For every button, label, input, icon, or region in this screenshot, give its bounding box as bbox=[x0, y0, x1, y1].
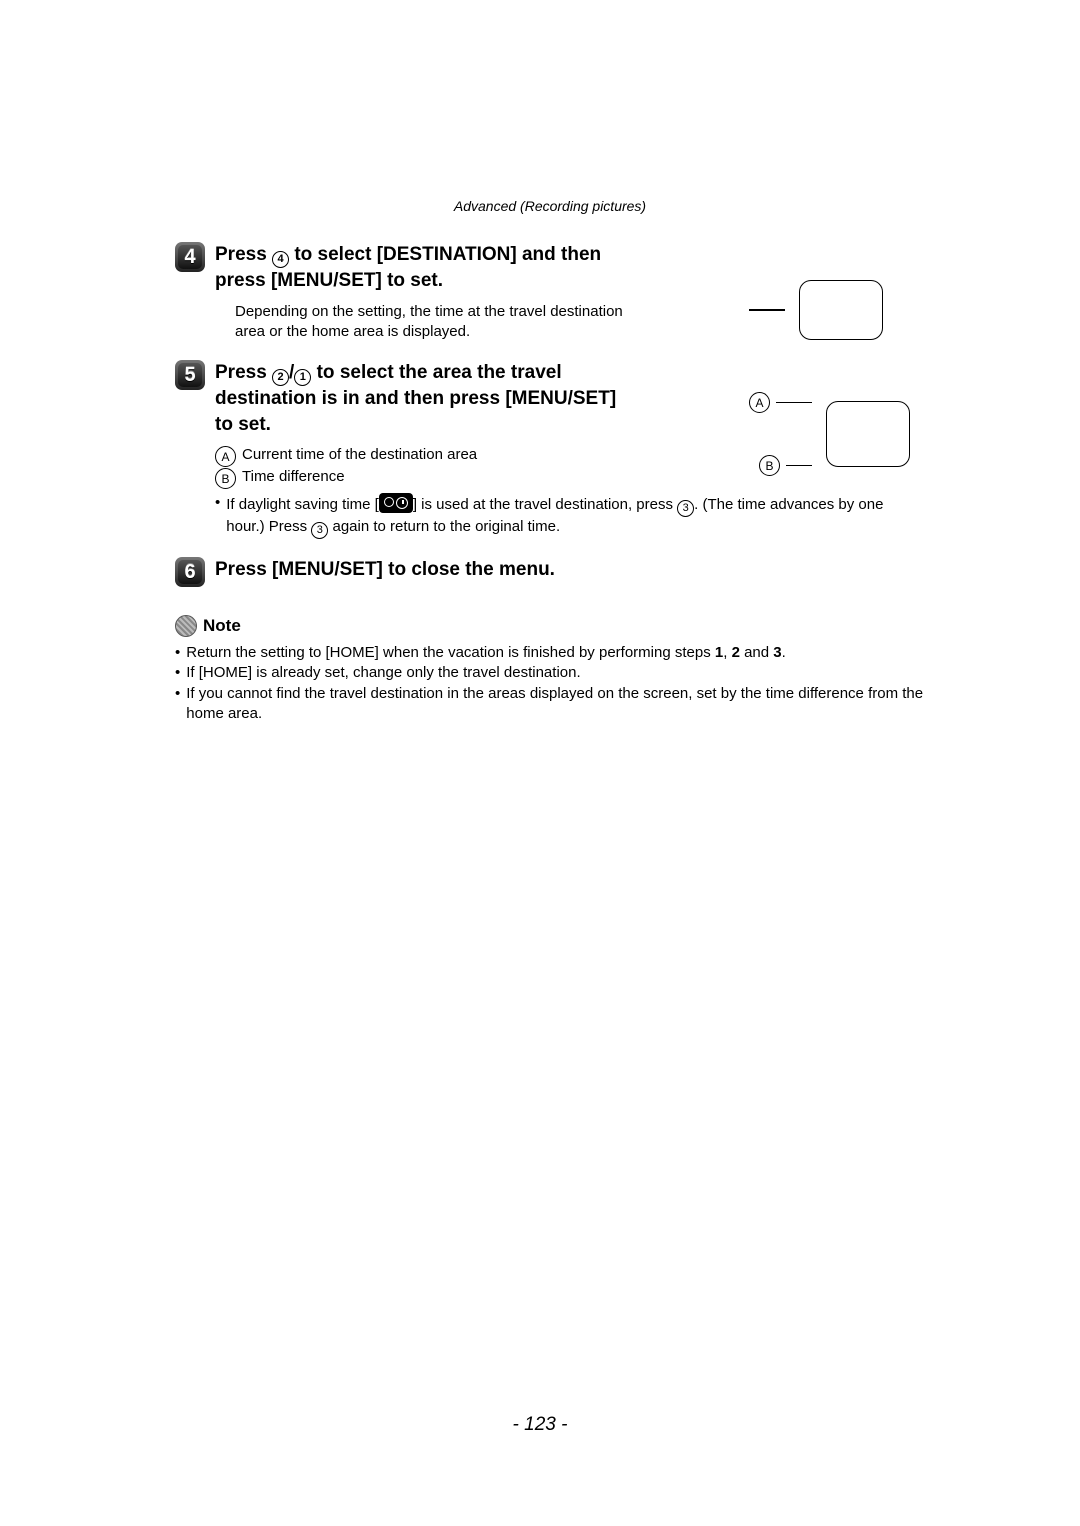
screen-icon bbox=[826, 401, 910, 467]
notes-block: • Return the setting to [HOME] when the … bbox=[175, 643, 925, 724]
figure-row-2: A B bbox=[749, 392, 910, 476]
note-label: Note bbox=[203, 616, 241, 636]
down-arrow-icon: 4 bbox=[272, 251, 289, 268]
fig-label-b: B bbox=[759, 455, 780, 476]
figure-row-1 bbox=[749, 280, 910, 340]
figure-callouts: A B bbox=[749, 280, 910, 476]
step-6-badge: 6 bbox=[175, 557, 205, 587]
bullet-dot-icon: • bbox=[175, 643, 180, 663]
step-6-title: Press [MENU/SET] to close the menu. bbox=[215, 557, 925, 583]
daylight-saving-icon bbox=[379, 493, 413, 513]
step-5-number: 5 bbox=[178, 363, 202, 387]
note-header: Note bbox=[175, 615, 925, 637]
step-6: 6 Press [MENU/SET] to close the menu. bbox=[175, 557, 925, 587]
step-4-body: Depending on the setting, the time at th… bbox=[235, 302, 635, 343]
fig-label-a: A bbox=[749, 392, 770, 413]
bullet-dot-icon: • bbox=[175, 663, 180, 683]
note-1: • Return the setting to [HOME] when the … bbox=[175, 643, 925, 663]
page-number: - 123 - bbox=[0, 1414, 1080, 1436]
bullet-dot-icon: • bbox=[215, 493, 220, 539]
step-6-number: 6 bbox=[178, 560, 202, 584]
step-5-title: Press 2/1 to select the area the travel … bbox=[215, 360, 625, 437]
step5-bullet: • If daylight saving time [ ] is used at … bbox=[215, 493, 925, 539]
step4-title-pre: Press bbox=[215, 244, 272, 265]
note-2-text: If [HOME] is already set, change only th… bbox=[186, 663, 580, 683]
n1-c1: , bbox=[723, 644, 731, 661]
callout-a-label: A bbox=[215, 446, 236, 467]
left-arrow-icon: 2 bbox=[272, 369, 289, 386]
leader-line bbox=[749, 309, 785, 311]
note-icon bbox=[175, 615, 197, 637]
note-3-text: If you cannot find the travel destinatio… bbox=[186, 684, 925, 725]
manual-page: Advanced (Recording pictures) 4 Press 4 … bbox=[0, 0, 1080, 1526]
bullet-dot-icon: • bbox=[175, 684, 180, 725]
leader-line bbox=[786, 465, 812, 467]
n1-b3: 3 bbox=[773, 644, 781, 661]
up-arrow-icon: 3 bbox=[677, 500, 694, 517]
note-3: • If you cannot find the travel destinat… bbox=[175, 684, 925, 725]
step-4-title: Press 4 to select [DESTINATION] and then… bbox=[215, 242, 635, 294]
b-pre: If daylight saving time [ bbox=[226, 496, 379, 513]
n1-end: . bbox=[782, 644, 786, 661]
step-5-badge: 5 bbox=[175, 360, 205, 390]
step5-bullet-text: If daylight saving time [ ] is used at th… bbox=[226, 493, 925, 539]
callout-b-text: Time difference bbox=[242, 467, 345, 487]
step4-title-post: to select [DESTINATION] and then press [… bbox=[215, 244, 601, 291]
b-a2: again to return to the original time. bbox=[328, 518, 560, 535]
note-2: • If [HOME] is already set, change only … bbox=[175, 663, 925, 683]
step-4-number: 4 bbox=[178, 245, 202, 269]
screen-icon bbox=[799, 280, 883, 340]
step-4-badge: 4 bbox=[175, 242, 205, 272]
leader-line bbox=[776, 402, 812, 404]
note-1-text: Return the setting to [HOME] when the va… bbox=[186, 643, 786, 663]
b-mid: ] is used at the travel destination, pre… bbox=[413, 496, 677, 513]
up-arrow-icon-2: 3 bbox=[311, 522, 328, 539]
n1-b2: 2 bbox=[732, 644, 740, 661]
n1-pre: Return the setting to [HOME] when the va… bbox=[186, 644, 715, 661]
n1-c2: and bbox=[740, 644, 773, 661]
step5-pre: Press bbox=[215, 362, 272, 383]
callout-b-label: B bbox=[215, 468, 236, 489]
section-header: Advanced (Recording pictures) bbox=[175, 198, 925, 214]
callout-a-text: Current time of the destination area bbox=[242, 445, 477, 465]
n1-b1: 1 bbox=[715, 644, 723, 661]
right-arrow-icon: 1 bbox=[294, 369, 311, 386]
